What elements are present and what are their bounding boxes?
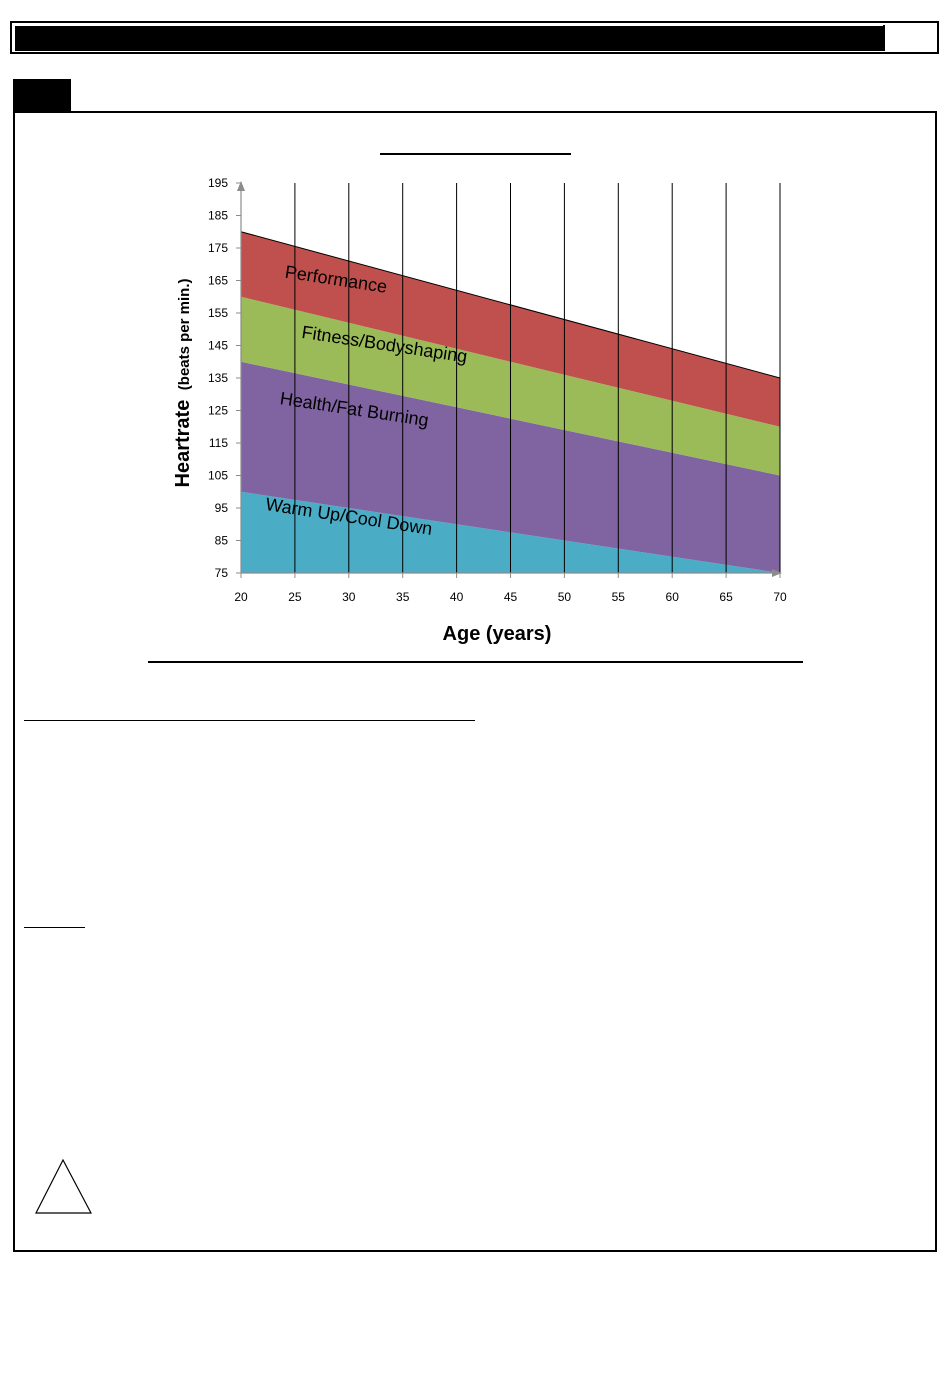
x-tick-label: 60 — [666, 590, 680, 604]
y-tick-label: 165 — [208, 274, 228, 288]
x-axis-label: Age (years) — [443, 623, 552, 645]
x-tick-label: 40 — [450, 590, 464, 604]
note-heading-rule — [24, 927, 85, 928]
header-bar — [10, 21, 939, 54]
section-heading-rule — [24, 720, 475, 721]
y-tick-label: 135 — [208, 371, 228, 385]
x-tick-label: 50 — [558, 590, 572, 604]
y-tick-label: 195 — [208, 176, 228, 190]
y-tick-label: 85 — [215, 534, 229, 548]
x-tick-label: 35 — [396, 590, 410, 604]
x-tick-label: 20 — [234, 590, 248, 604]
y-tick-label: 155 — [208, 306, 228, 320]
y-tick-label: 75 — [215, 566, 229, 580]
chart-bottom-rule — [148, 661, 803, 663]
x-tick-label: 70 — [773, 590, 787, 604]
x-tick-label: 30 — [342, 590, 356, 604]
x-tick-label: 45 — [504, 590, 518, 604]
page-number-box — [883, 25, 935, 50]
y-axis-arrow-icon — [237, 181, 245, 191]
x-tick-label: 55 — [612, 590, 626, 604]
y-tick-label: 145 — [208, 339, 228, 353]
y-tick-label: 105 — [208, 469, 228, 483]
y-tick-label: 95 — [215, 501, 229, 515]
y-tick-label: 125 — [208, 404, 228, 418]
content-frame — [13, 111, 937, 1252]
header-title-block — [14, 25, 886, 52]
y-axis-label: Heartrate (beats per min.) — [172, 279, 194, 488]
y-tick-label: 185 — [208, 209, 228, 223]
chart-title-rule — [380, 153, 571, 155]
y-axis-label-main: Heartrate — [172, 400, 194, 488]
x-axis-arrow-icon — [772, 569, 782, 577]
y-tick-label: 115 — [209, 436, 228, 450]
y-axis-label-sub: (beats per min.) — [176, 279, 193, 391]
x-tick-label: 65 — [719, 590, 733, 604]
warning-triangle-icon — [35, 1158, 92, 1214]
x-tick-label: 25 — [288, 590, 302, 604]
section-tab — [13, 79, 71, 112]
heart-rate-zone-chart: 75 85 95 105 115 125 135 145 155 165 175 185 195 20 25… — [172, 176, 787, 645]
y-tick-label: 175 — [208, 241, 228, 255]
